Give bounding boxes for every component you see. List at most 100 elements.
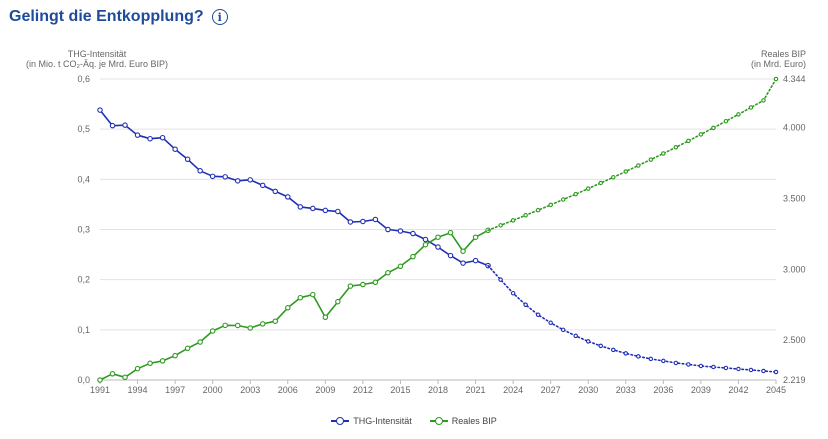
thg-series-dotted-point [736,366,741,372]
thg-series-solid-point [222,174,228,180]
x-tick-label: 2027 [541,385,561,395]
x-tick-label: 2039 [691,385,711,395]
x-tick-label: 2006 [278,385,298,395]
x-tick-label: 2030 [578,385,598,395]
info-icon[interactable]: i [211,9,228,25]
bip-series-dotted-point [535,207,541,213]
right-axis-title-line1: Reales BIP [760,49,806,59]
thg-series-dotted-point [611,347,616,353]
thg-series-solid-point [122,122,128,128]
legend-label-bip: Reales BIP [451,416,497,426]
thg-series-solid-point [335,208,341,215]
thg-series-solid-point [259,182,266,189]
thg-series-solid-point [147,135,153,142]
x-tick-label: 2033 [616,385,636,395]
bip-series-dotted-point [611,175,616,180]
bip-series-dotted-point [548,202,553,208]
y-right-tick-label: 2.219 [783,375,806,385]
bip-series-solid-point [197,339,203,345]
thg-series-dotted-line [487,264,777,373]
y-left-tick-label: 0,4 [77,174,90,184]
thg-series-dotted-point [711,364,716,370]
legend-item-thg[interactable]: THG-Intensität [331,416,412,426]
thg-series-solid-point [297,204,304,210]
right-axis-title: Reales BIP (in Mrd. Euro) [716,49,806,69]
thg-series-solid-point [134,132,141,138]
y-right-tick-label: 3.000 [783,264,806,274]
thg-series-solid-point [197,168,203,174]
thg-series-solid-point [360,218,366,225]
thg-series-solid-point [184,156,191,163]
y-left-tick-label: 0,1 [77,325,90,335]
bip-series-solid-point [335,298,341,305]
thg-series-dotted-point [661,358,666,364]
thg-series-solid-point [410,230,416,237]
thg-series-solid-point [472,257,479,264]
thg-series-solid-point [247,177,253,183]
thg-series-solid-point [322,207,329,214]
bip-series-solid-point [172,352,178,359]
thg-series-dotted-point [748,367,754,373]
bip-series-solid-point [184,345,191,352]
x-tick-label: 2015 [390,385,410,395]
x-tick-label: 1997 [165,385,185,395]
y-left-tick-label: 0,5 [77,124,90,134]
y-right-tick-label: 4.344 [783,74,806,84]
y-left-tick-label: 0,6 [77,74,90,84]
bip-series-dotted-point [686,138,691,144]
bip-series-solid-point [472,234,479,240]
bip-series-dotted-point [585,186,591,191]
thg-series-dotted-point [523,302,528,307]
bip-series-solid-point [209,328,216,334]
x-tick-label: 2045 [766,385,786,395]
thg-series-dotted-point [648,356,654,362]
bip-series-solid-point [372,279,379,286]
bip-series-solid-point [285,305,291,311]
bip-series-solid-point [134,365,141,372]
bip-series-dotted-point [761,98,766,103]
x-tick-label: 2024 [503,385,523,395]
thg-series-solid-point [109,122,116,129]
bip-series-solid-point [385,270,391,276]
thg-series-dotted-point [623,351,629,356]
y-right-tick-label: 2.500 [783,335,806,345]
x-tick-label: 2036 [653,385,673,395]
y-left-tick-label: 0,2 [77,275,90,285]
bip-series-solid-point [259,321,266,327]
thg-series-solid-point [159,134,166,141]
thg-series-solid-point [234,178,241,184]
thg-series-solid-point [460,260,466,266]
y-right-tick-label: 3.500 [783,194,806,204]
left-axis-title-line2: (in Mio. t CO₂-Äq. je Mrd. Euro BIP) [25,59,169,69]
bip-series-solid-point [447,229,454,236]
x-tick-label: 2042 [728,385,748,395]
legend: THG-Intensität Reales BIP [0,416,828,426]
bip-series-dotted-point [636,163,641,168]
thg-series-solid-point [209,173,216,180]
bip-series-solid-point [360,281,366,288]
thg-series-dotted-point [498,277,503,282]
bip-series-solid-point [322,314,329,321]
legend-label-thg: THG-Intensität [353,416,412,426]
thg-series-solid-point [422,236,429,243]
x-tick-label: 1994 [128,385,148,395]
bip-series-dotted-point [673,145,679,150]
x-tick-label: 2003 [240,385,260,395]
bip-series-dotted-point [711,125,716,131]
bip-series-dotted-point [510,218,516,223]
left-axis-title: THG-Intensität (in Mio. t CO₂-Äq. je Mrd… [22,49,172,69]
thg-series-dotted-point [761,368,766,374]
x-tick-label: 2000 [203,385,223,395]
bip-series-solid-point [109,371,116,377]
thg-series-dotted-point [723,365,729,371]
thg-series-solid-point [372,216,379,223]
thg-series-solid-point [435,244,441,250]
thg-series-dotted-point [535,312,541,318]
bip-series-dotted-point [598,180,603,186]
thg-series-solid-point [347,219,354,225]
bip-series-dotted-point [523,213,528,218]
legend-item-bip[interactable]: Reales BIP [429,416,497,426]
bip-series-solid-point [147,360,153,367]
bip-series-solid-point [247,325,253,331]
bip-series-solid-point [422,241,429,248]
